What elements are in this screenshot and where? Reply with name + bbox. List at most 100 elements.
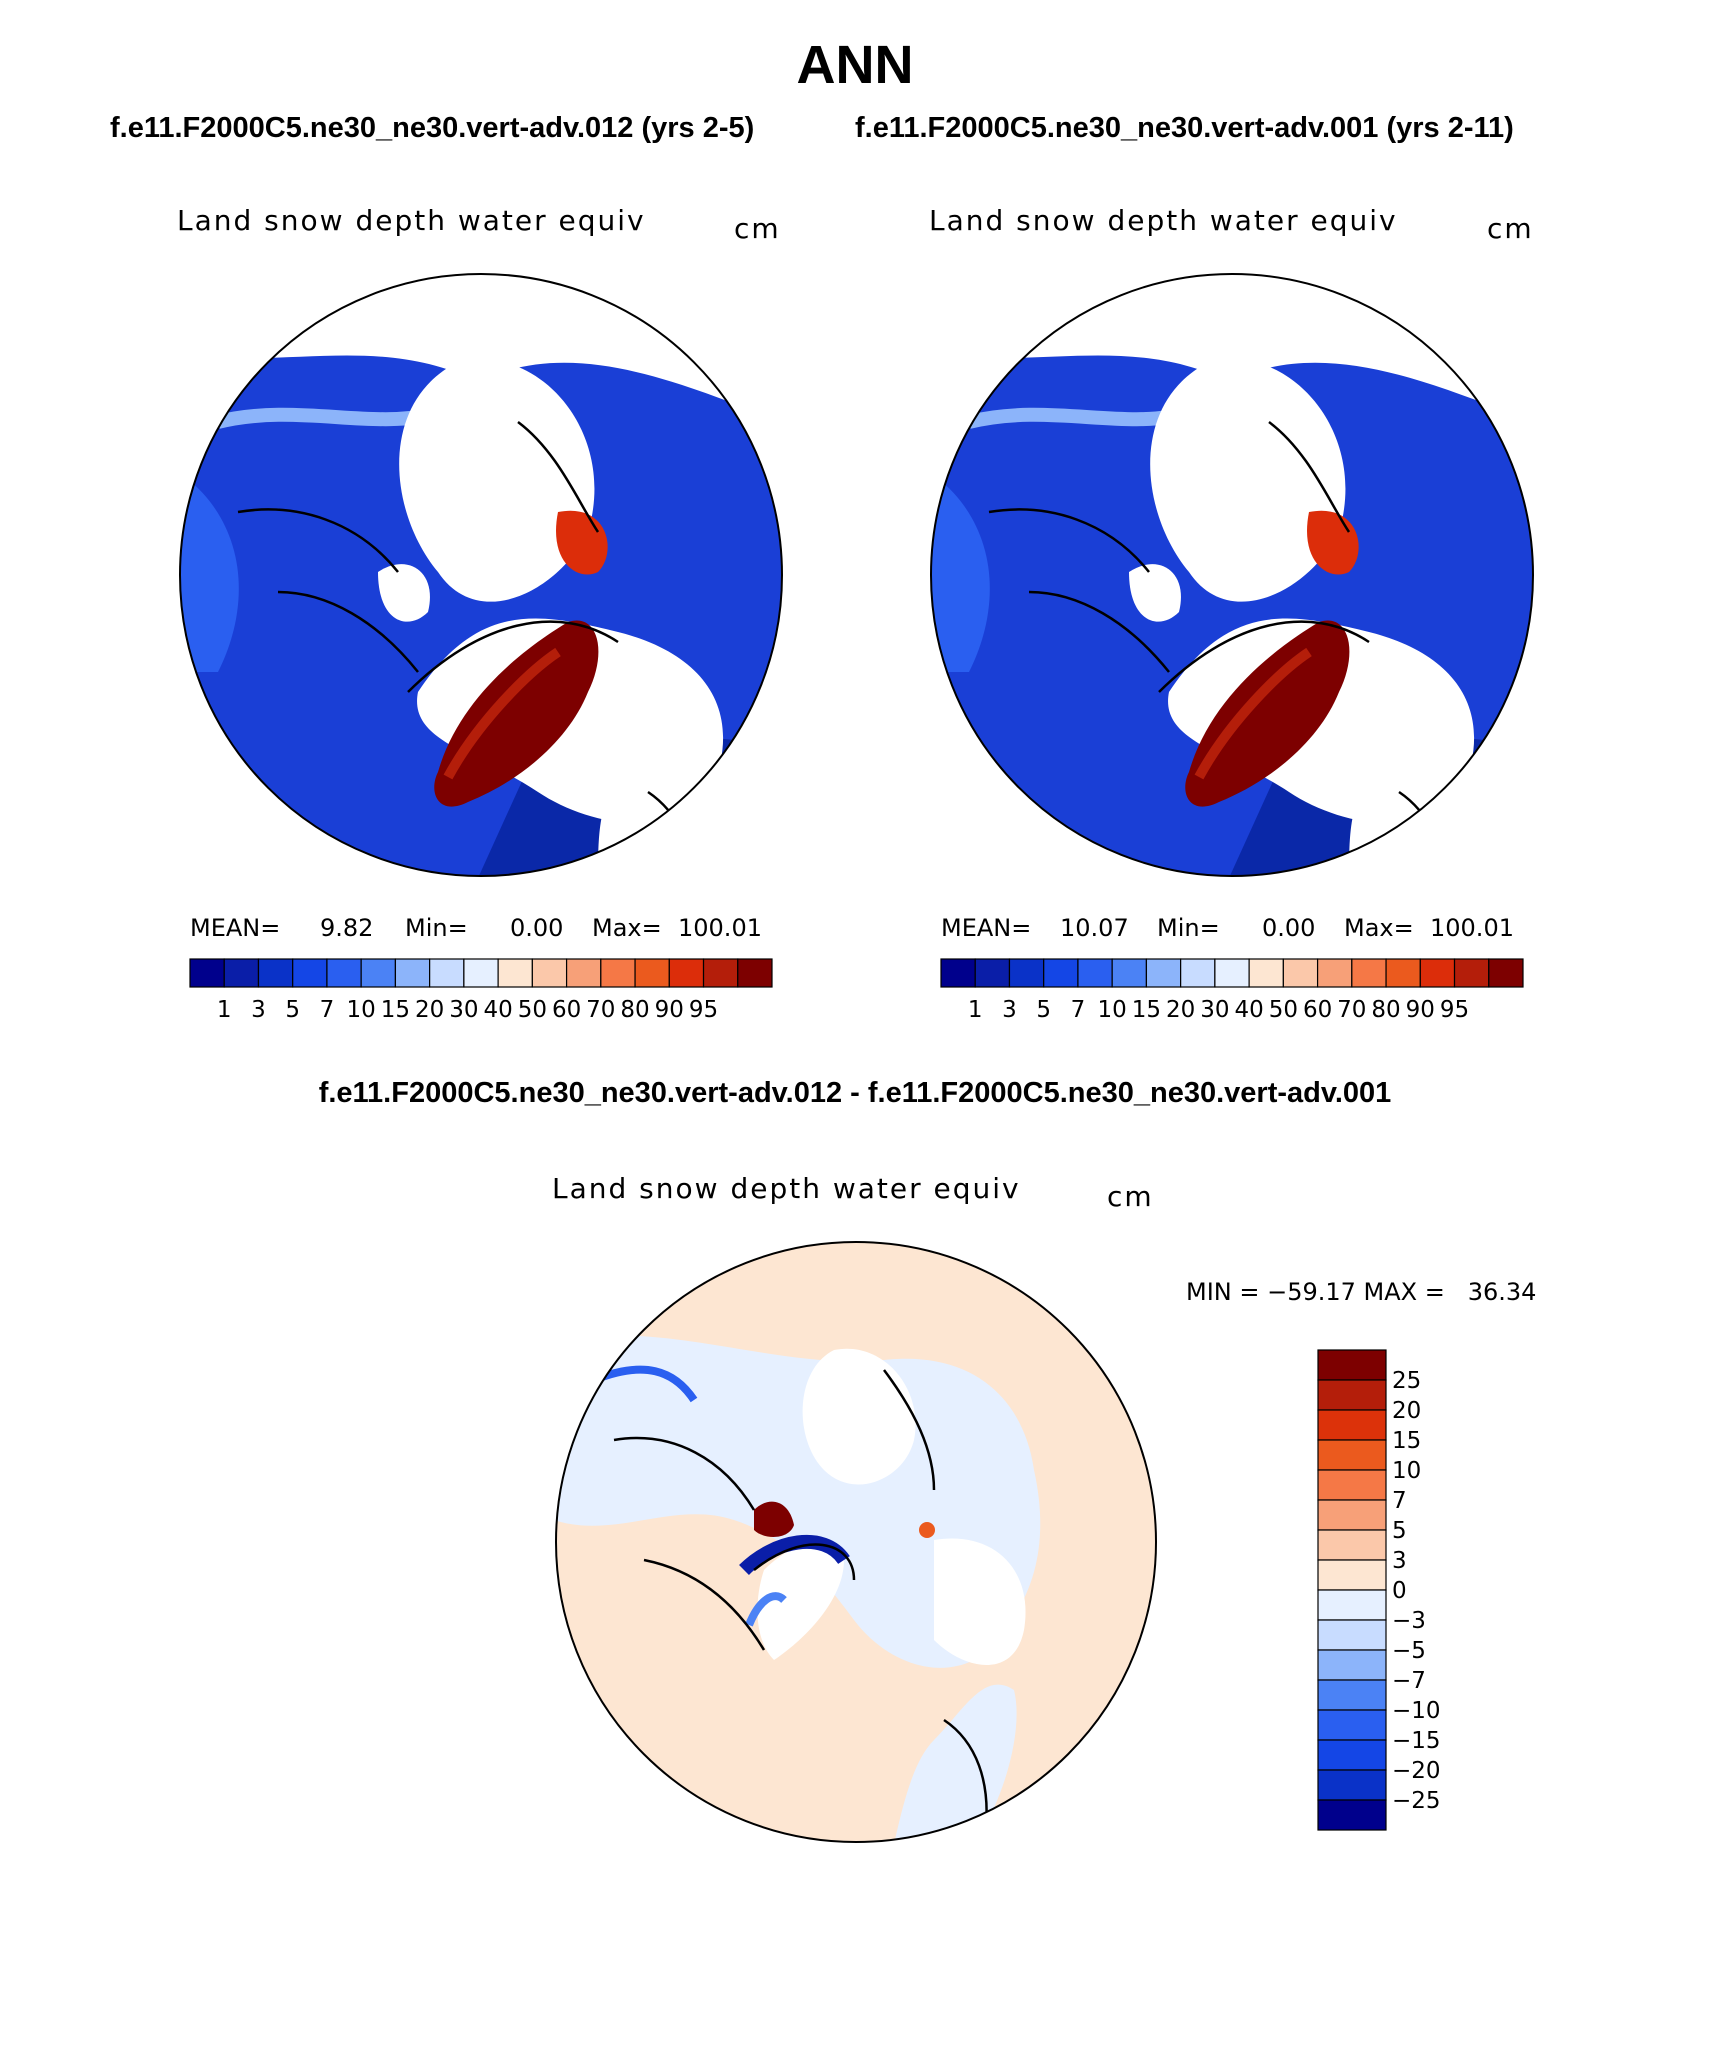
difference-colorbar-tick-label: 5 <box>1392 1518 1407 1544</box>
difference-colorbar-swatch <box>1317 1679 1387 1711</box>
panel1-colorbar-tick-label: 3 <box>251 997 266 1023</box>
difference-colorbar-swatch <box>1317 1799 1387 1831</box>
panel2-colorbar-swatch <box>974 958 1011 988</box>
difference-colorbar-tick-label: −20 <box>1392 1758 1440 1784</box>
panel2-colorbar-tick-label: 70 <box>1337 997 1366 1023</box>
panel2-min-label: Min= <box>1157 914 1220 942</box>
panel2-variable-label: Land snow depth water equiv <box>929 204 1398 237</box>
difference-colorbar-swatch <box>1317 1619 1387 1651</box>
panel1-colorbar-tick-label: 60 <box>552 997 581 1023</box>
panel1-mean-value: 9.82 <box>320 914 374 942</box>
difference-colorbar-tick-label: 7 <box>1392 1488 1407 1514</box>
difference-colorbar-swatch <box>1317 1529 1387 1561</box>
panel1-min-value: 0.00 <box>510 914 564 942</box>
panel1-colorbar-swatch <box>429 958 465 988</box>
difference-colorbar-tick-label: −7 <box>1392 1668 1426 1694</box>
panel2-colorbar-tick-label: 15 <box>1132 997 1161 1023</box>
diff-units-label: cm <box>1107 1180 1154 1213</box>
panel1-colorbar-tick-label: 30 <box>449 997 478 1023</box>
case-title-left: f.e11.F2000C5.ne30_ne30.vert-adv.012 (yr… <box>110 112 755 144</box>
difference-colorbar-swatch <box>1317 1469 1387 1501</box>
panel2-units-label: cm <box>1487 212 1534 245</box>
panel1-colorbar-tick-label: 5 <box>285 997 300 1023</box>
panel1-colorbar-tick-label: 20 <box>415 997 444 1023</box>
panel2-colorbar-tick-label: 5 <box>1036 997 1051 1023</box>
panel2-colorbar-tick-label: 80 <box>1371 997 1400 1023</box>
panel2-colorbar-swatch <box>1385 958 1421 988</box>
panel2-colorbar-tick-label: 95 <box>1440 997 1469 1023</box>
difference-colorbar-tick-label: −15 <box>1392 1728 1440 1754</box>
panel2-colorbar-swatch <box>1248 958 1284 988</box>
difference-colorbar-tick-label: 0 <box>1392 1578 1407 1604</box>
difference-colorbar-tick-label: 3 <box>1392 1548 1407 1574</box>
difference-colorbar-swatch <box>1317 1739 1387 1771</box>
difference-colorbar-swatch <box>1317 1439 1387 1471</box>
panel2-colorbar-swatch <box>1488 958 1524 988</box>
panel1-colorbar-tick-label: 7 <box>320 997 335 1023</box>
panel2-colorbar-swatch <box>1453 958 1490 988</box>
panel2-colorbar-swatch <box>1077 958 1113 988</box>
difference-colorbar-swatch <box>1317 1559 1387 1591</box>
panel2-polar-map <box>930 273 1534 877</box>
panel1-colorbar-swatch <box>326 958 362 988</box>
panel1-colorbar-tick-label: 80 <box>620 997 649 1023</box>
panel2-colorbar-tick-label: 7 <box>1071 997 1086 1023</box>
panel1-colorbar-tick-label: 15 <box>381 997 410 1023</box>
panel1-min-label: Min= <box>405 914 468 942</box>
panel1-colorbar-tick-label: 10 <box>347 997 376 1023</box>
panel2-colorbar-swatch <box>1008 958 1045 988</box>
panel2-colorbar-swatch <box>1145 958 1182 988</box>
difference-colorbar-tick-label: 15 <box>1392 1428 1421 1454</box>
difference-colorbar-tick-label: −25 <box>1392 1788 1440 1814</box>
panel2-colorbar-tick-label: 90 <box>1406 997 1435 1023</box>
difference-title: f.e11.F2000C5.ne30_ne30.vert-adv.012 - f… <box>318 1077 1392 1109</box>
panel1-colorbar-tick-label: 1 <box>217 997 232 1023</box>
panel1-colorbar-tick-label: 70 <box>586 997 615 1023</box>
panel2-colorbar-tick-label: 40 <box>1234 997 1263 1023</box>
difference-colorbar-tick-label: −5 <box>1392 1638 1426 1664</box>
panel1-colorbar-swatch <box>360 958 397 988</box>
panel1-max-label: Max= <box>592 914 662 942</box>
difference-polar-map <box>555 1241 1157 1843</box>
difference-colorbar: 25 20 15 10 7 5 3 0 −3 −5 −7 −10 −15 −20 −25 <box>1317 1349 1440 1831</box>
difference-colorbar-swatch <box>1317 1589 1387 1621</box>
panel1-colorbar-tick-label: 50 <box>518 997 547 1023</box>
difference-colorbar-tick-label: 20 <box>1392 1398 1421 1424</box>
panel1-colorbar-swatch <box>668 958 705 988</box>
difference-colorbar-tick-label: −3 <box>1392 1608 1426 1634</box>
panel2-colorbar: 1 3 5 7 10 15 20 30 40 50 60 70 80 90 95 <box>940 958 1524 1023</box>
panel1-units-label: cm <box>734 212 781 245</box>
difference-colorbar-swatch <box>1317 1379 1387 1411</box>
panel1-colorbar-swatch <box>257 958 294 988</box>
panel2-min-value: 0.00 <box>1262 914 1316 942</box>
panel1-max-value: 100.01 <box>678 914 762 942</box>
panel2-colorbar-swatch <box>1111 958 1148 988</box>
panel2-max-value: 100.01 <box>1430 914 1514 942</box>
panel1-colorbar-swatch <box>565 958 602 988</box>
panel2-colorbar-swatch <box>1351 958 1387 988</box>
panel1-colorbar-swatch <box>702 958 739 988</box>
panel1-colorbar-swatch <box>497 958 533 988</box>
panel2-mean-label: MEAN= <box>941 914 1032 942</box>
main-title: ANN <box>796 35 914 95</box>
difference-colorbar-swatch <box>1317 1649 1387 1681</box>
panel2-colorbar-tick-label: 3 <box>1002 997 1017 1023</box>
panel1-colorbar-tick-label: 95 <box>689 997 718 1023</box>
panel2-colorbar-swatch <box>940 958 976 988</box>
difference-colorbar-swatch <box>1317 1349 1387 1381</box>
panel2-colorbar-swatch <box>1180 958 1216 988</box>
difference-colorbar-tick-label: 10 <box>1392 1458 1421 1484</box>
panel1-colorbar-tick-label: 90 <box>655 997 684 1023</box>
panel2-colorbar-tick-label: 10 <box>1098 997 1127 1023</box>
panel1-colorbar-swatch <box>463 958 499 988</box>
panel2-colorbar-tick-label: 1 <box>968 997 983 1023</box>
panel2-max-label: Max= <box>1344 914 1414 942</box>
panel2-colorbar-swatch <box>1419 958 1456 988</box>
difference-colorbar-tick-label: −10 <box>1392 1698 1440 1724</box>
panel1-colorbar-swatch <box>600 958 636 988</box>
panel1-colorbar-tick-label: 40 <box>483 997 512 1023</box>
panel1-colorbar-swatch <box>223 958 260 988</box>
panel2-colorbar-swatch <box>1282 958 1319 988</box>
panel1-colorbar-swatch <box>634 958 670 988</box>
diff-variable-label: Land snow depth water equiv <box>552 1172 1021 1205</box>
